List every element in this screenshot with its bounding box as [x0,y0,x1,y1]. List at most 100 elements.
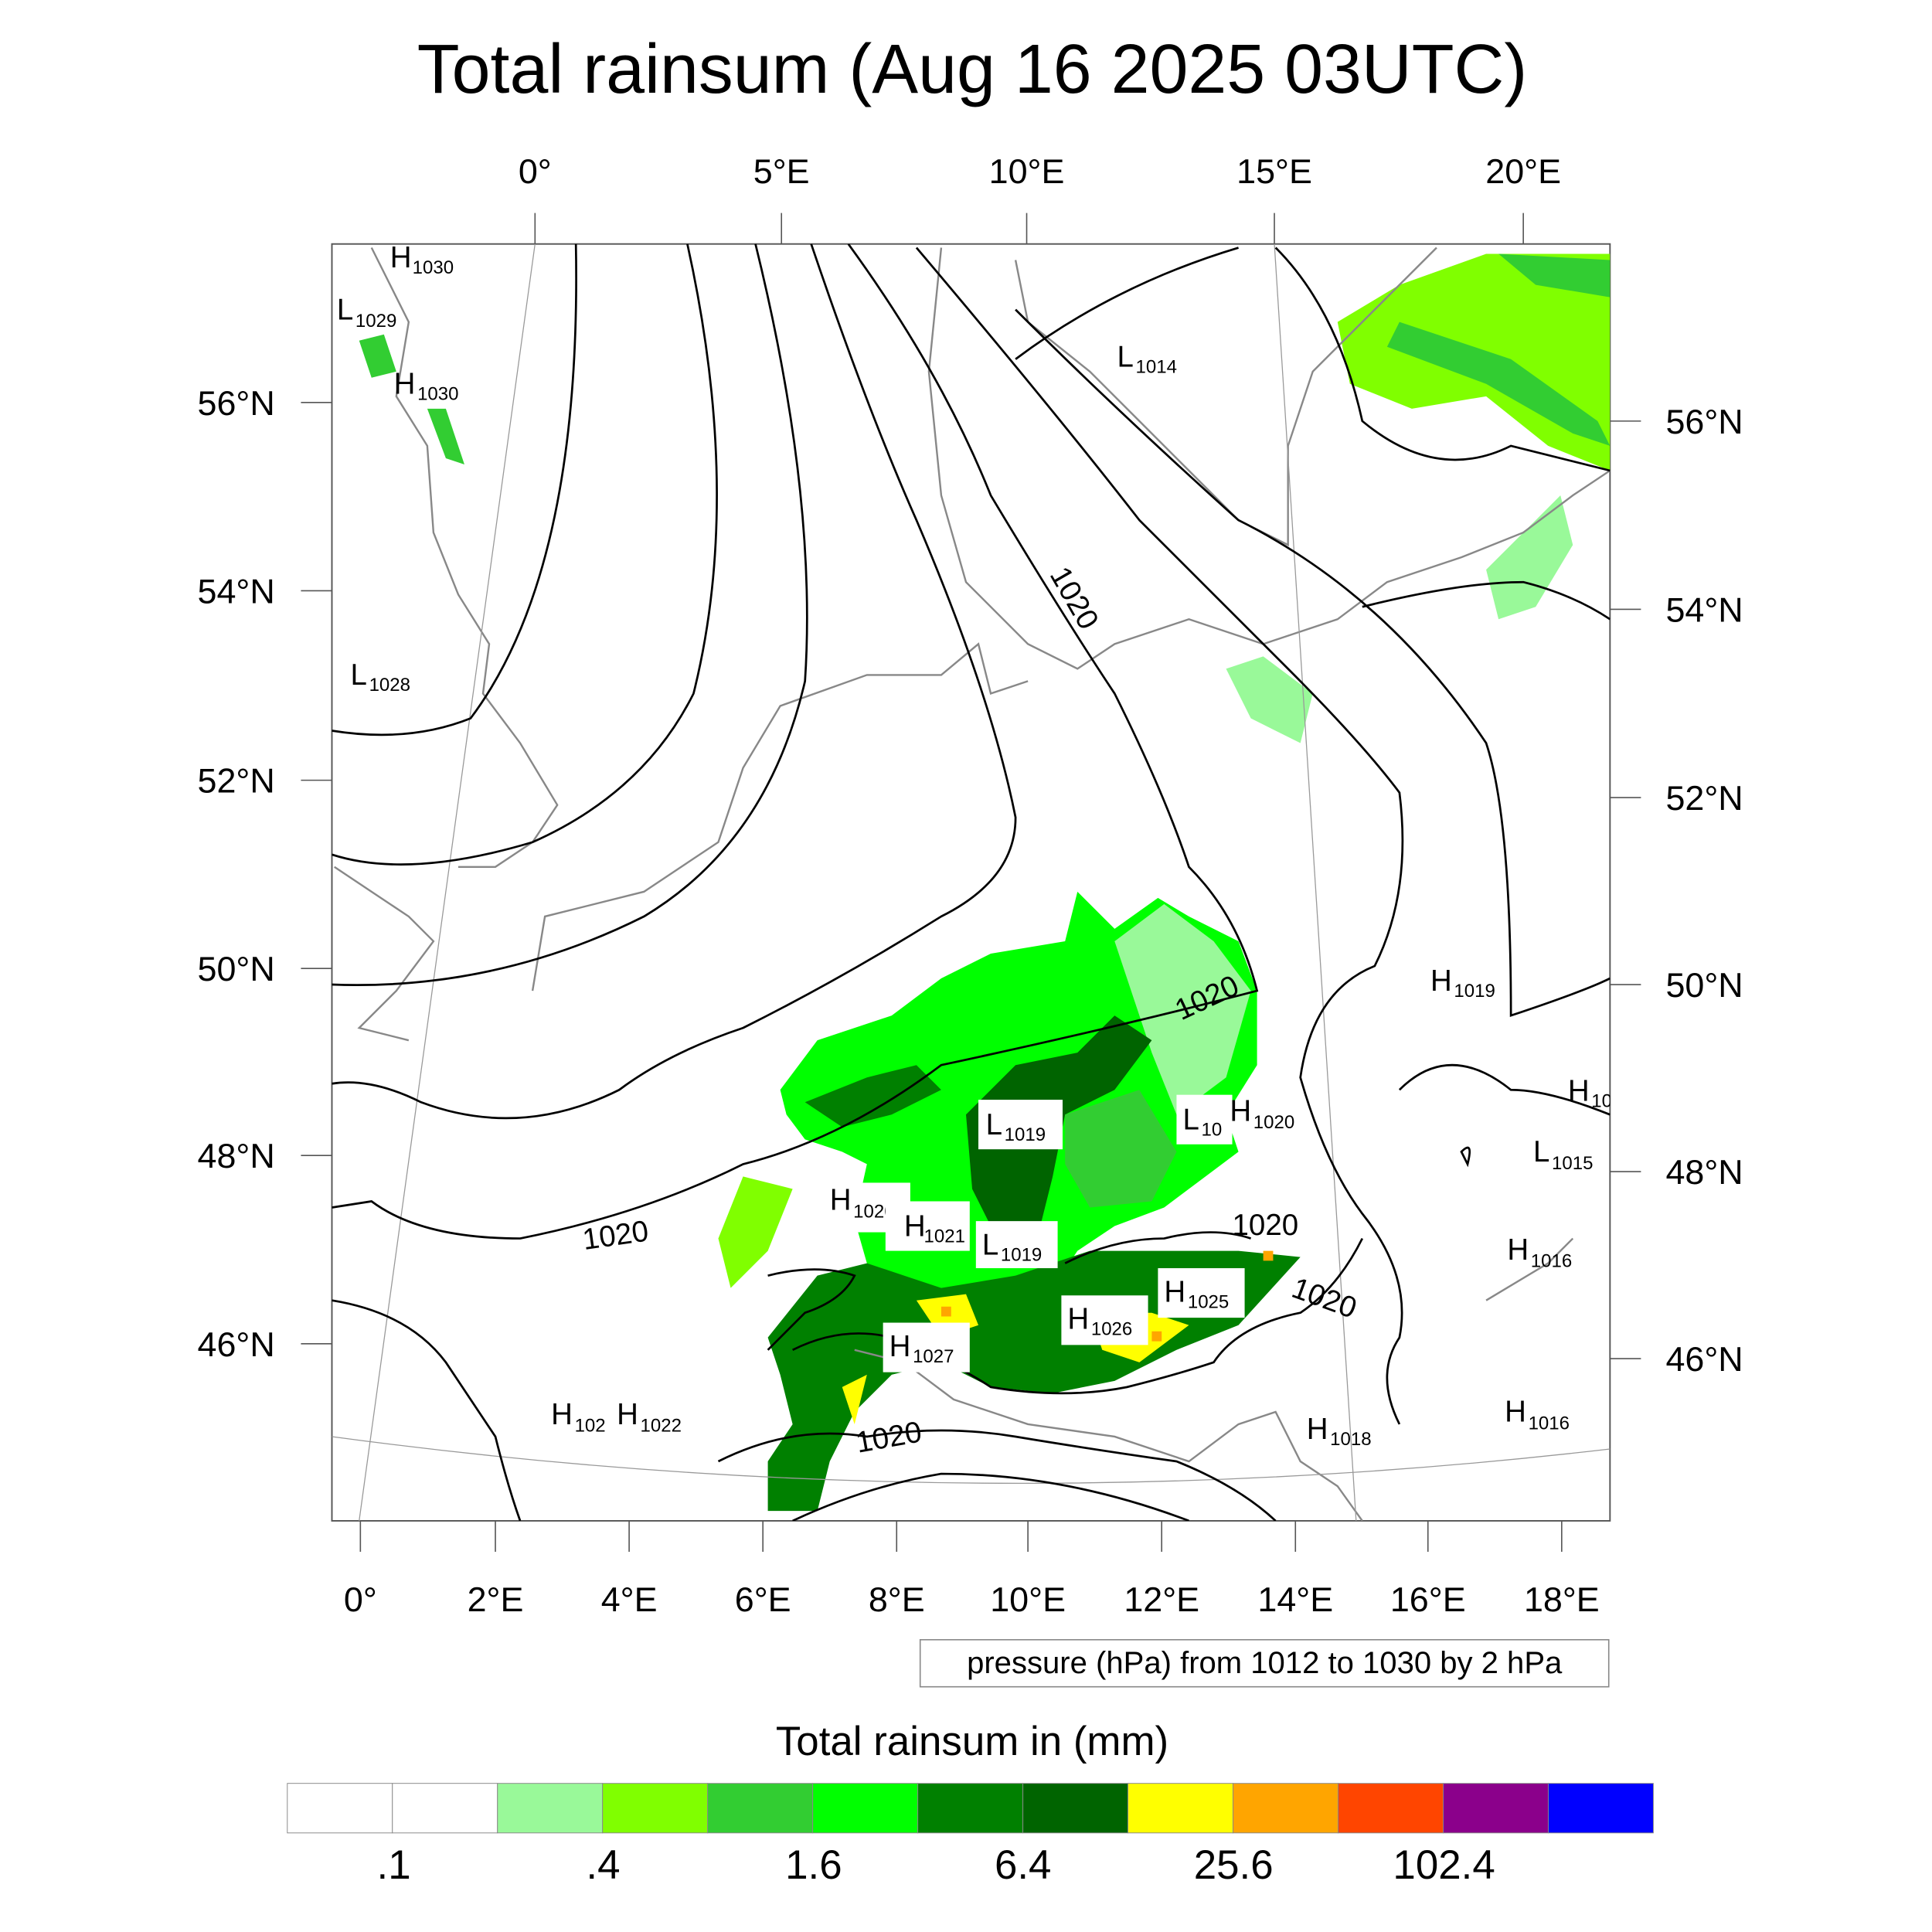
svg-text:H: H [1164,1275,1185,1308]
pressure-label: H 1030 [390,241,454,278]
axis-ticks [301,213,1641,1553]
svg-text:H: H [1067,1303,1089,1336]
svg-text:1025: 1025 [1188,1291,1229,1312]
tick-label: 20°E [1485,151,1561,191]
pressure-label: H 1022 [617,1398,682,1437]
colorbar-box [497,1783,604,1834]
tick-label: 15°E [1236,151,1312,191]
colorbar-box [1022,1783,1129,1834]
tick-label: 52°N [198,761,275,801]
colorbar-box [392,1783,498,1834]
colorbar-label: .1 [377,1842,411,1888]
pressure-label: L 1029 [337,293,396,332]
svg-text:H: H [394,368,416,401]
svg-text:H: H [1507,1233,1529,1267]
svg-text:1027: 1027 [913,1346,954,1367]
tick-label: 46°N [198,1325,275,1364]
svg-text:H: H [1505,1396,1526,1429]
svg-text:1016: 1016 [1529,1413,1570,1434]
pressure-label: H 1016 [1505,1396,1570,1434]
colorbar-box [602,1783,709,1834]
tick-label: 0° [344,1580,377,1619]
top-tick-labels: 0° 5°E 10°E 15°E 20°E [519,151,1561,191]
colorbar-labels: .1 .4 1.6 6.4 25.6 102.4 [377,1842,1495,1888]
rain-area-medium [1065,1090,1177,1208]
right-tick-labels: 56°N 54°N 52°N 50°N 48°N 46°N [1665,402,1743,1379]
pressure-label: H 1025 [1158,1268,1245,1318]
tick-label: 12°E [1124,1580,1199,1619]
svg-text:1019: 1019 [1454,981,1495,1002]
pressure-label: H 102 [551,1398,606,1437]
graticule [332,243,1611,1521]
tick-label: 4°E [601,1580,658,1619]
colorbar-label: 6.4 [995,1842,1052,1888]
tick-label: 50°N [1665,965,1743,1005]
svg-text:10: 10 [1591,1091,1612,1112]
pressure-label: H 1016 [1507,1233,1572,1272]
pressure-label: H 10 [1568,1075,1612,1112]
colorbar-label: 1.6 [785,1842,842,1888]
svg-text:L: L [1117,340,1134,373]
pressure-label: L 1019 [975,1221,1058,1269]
svg-text:H: H [390,241,412,274]
svg-text:L: L [1533,1135,1549,1168]
svg-text:H: H [1568,1075,1590,1108]
pressure-label: L 1019 [978,1100,1063,1150]
tick-label: 10°E [989,151,1065,191]
rain-area-baltic [1486,495,1573,620]
colorbar-box [917,1783,1024,1834]
tick-label: 14°E [1257,1580,1333,1619]
pressure-label: H 1027 [883,1322,970,1372]
rain-area-poland [1226,656,1313,743]
tick-label: 50°N [198,949,275,988]
rain-area-dark2 [804,1065,941,1128]
svg-text:1022: 1022 [641,1416,682,1437]
tick-label: 18°E [1524,1580,1600,1619]
svg-text:L: L [337,293,353,326]
svg-text:1016: 1016 [1531,1250,1572,1271]
svg-text:102: 102 [575,1416,606,1437]
tick-label: 54°N [1665,590,1743,629]
pressure-label: H 1030 [394,368,459,405]
svg-text:L: L [986,1108,1002,1141]
colorbar-box [287,1783,393,1834]
colorbar-box [1442,1783,1549,1834]
isobars [332,243,1611,1521]
pressure-label: H 1020 [1230,1094,1294,1133]
svg-text:1020: 1020 [1253,1112,1294,1133]
tick-label: 8°E [869,1580,925,1619]
rain-area-scandinavia-dark [1386,253,1611,446]
colorbar-box [1547,1783,1654,1834]
colorbar-box [707,1783,814,1834]
pressure-label: H 1019 [1430,964,1495,1002]
chart-title: Total rainsum (Aug 16 2025 03UTC) [417,31,1527,108]
svg-text:H: H [904,1209,926,1243]
tick-label: 46°N [1665,1339,1743,1379]
contour-info-box: pressure (hPa) from 1012 to 1030 by 2 hP… [919,1638,1610,1688]
svg-text:L: L [1182,1104,1199,1137]
svg-text:1030: 1030 [417,384,458,405]
colorbar [287,1783,1654,1834]
tick-label: 16°E [1390,1580,1466,1619]
tick-label: 54°N [198,571,275,611]
rain-area-scotland [359,334,464,464]
tick-label: 10°E [990,1580,1066,1619]
colorbar-title: Total rainsum in (mm) [776,1719,1168,1764]
svg-text:pressure (hPa) from 1012 to 10: pressure (hPa) from 1012 to 1030 by 2 hP… [967,1646,1563,1680]
svg-text:1021: 1021 [924,1226,965,1247]
pressure-label: L 10 [1176,1094,1233,1145]
svg-text:H: H [830,1184,852,1217]
pressure-label: H 1018 [1307,1413,1372,1450]
colorbar-box [812,1783,919,1834]
svg-text:H: H [1307,1413,1328,1446]
pressure-label: H 1026 [1061,1295,1148,1345]
svg-text:1014: 1014 [1136,356,1177,377]
pressure-label: L 1014 [1117,340,1177,377]
tick-label: 6°E [735,1580,791,1619]
contour-label: 1020 [1233,1209,1299,1242]
svg-text:1026: 1026 [1091,1319,1132,1340]
svg-text:1019: 1019 [1005,1124,1046,1145]
pressure-label: L 1015 [1533,1135,1593,1174]
colorbar-label: .4 [586,1842,620,1888]
